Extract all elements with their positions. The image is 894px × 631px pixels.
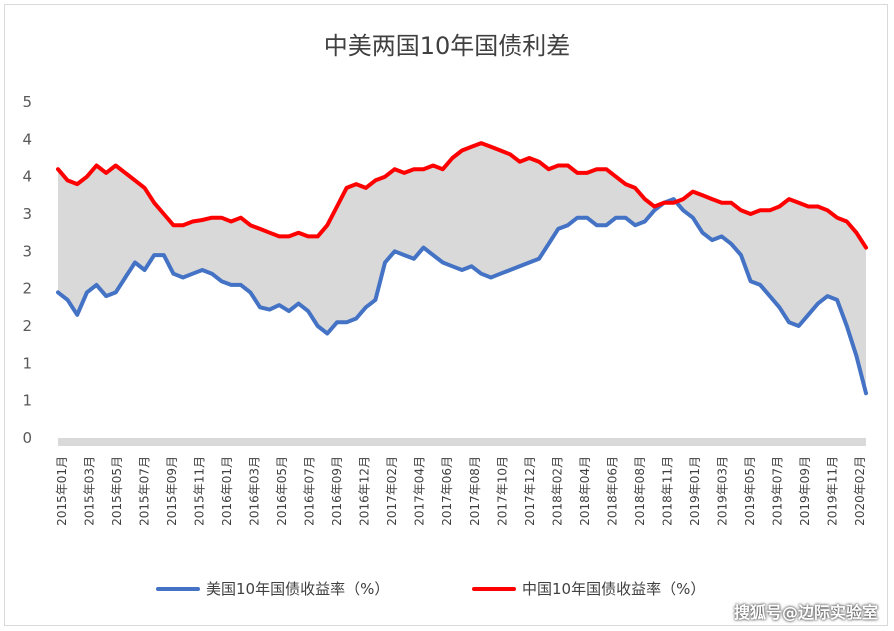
series-line-cn (56, 141, 868, 250)
x-tick-label: 2018年08月 (633, 456, 647, 526)
x-tick-label: 2015年03月 (83, 456, 97, 526)
x-tick-label: 2016年07月 (303, 456, 317, 526)
x-tick-label: 2018年02月 (550, 456, 564, 526)
y-tick-label: 4 (22, 168, 32, 186)
x-tick-label: 2017年10月 (495, 456, 509, 526)
x-tick-label: 2016年01月 (220, 456, 234, 526)
legend-swatch-us (156, 586, 200, 591)
y-tick-label: 3 (22, 205, 32, 223)
x-tick-label: 2016年09月 (330, 456, 344, 526)
x-tick-label: 2015年05月 (110, 456, 124, 526)
chart-title: 中美两国10年国债利差 (323, 32, 571, 60)
x-tick-label: 2015年11月 (193, 456, 207, 526)
y-tick-label: 2 (22, 317, 32, 335)
legend-label-us: 美国10年国债收益率（%） (206, 580, 390, 598)
x-tick-label: 2015年01月 (55, 456, 69, 526)
series-line-layer (56, 141, 868, 396)
x-tick-label: 2017年04月 (413, 456, 427, 526)
axis-layer: 0 1 1 2 2 3 3 4 4 5 2015年01月 2015年03月 2015年05月 2015年0… (22, 93, 867, 526)
x-tick-label: 2017年06月 (440, 456, 454, 526)
watermark: 搜狐号@边际实验室 (733, 603, 878, 622)
x-tick-label: 2015年07月 (138, 456, 152, 526)
x-tick-label: 2015年09月 (165, 456, 179, 526)
x-tick-label: 2019年05月 (743, 456, 757, 526)
chart-frame (4, 4, 888, 626)
y-tick-label: 1 (22, 392, 32, 410)
x-tick-label: 2016年03月 (248, 456, 262, 526)
y-tick-label: 2 (22, 280, 32, 298)
x-tick-label: 2016年05月 (275, 456, 289, 526)
x-tick-label: 2019年11月 (826, 456, 840, 526)
spread-area-layer (58, 143, 866, 446)
x-tick-label: 2020年02月 (853, 456, 867, 526)
x-tick-label: 2017年12月 (523, 456, 537, 526)
x-tick-label: 2019年01月 (688, 456, 702, 526)
y-tick-label: 3 (22, 242, 32, 260)
x-tick-label: 2018年04月 (578, 456, 592, 526)
legend-swatch-cn (472, 586, 516, 591)
y-tick-label: 4 (22, 130, 32, 148)
x-tick-label: 2018年11月 (660, 456, 674, 526)
y-tick-label: 1 (22, 354, 32, 372)
legend-item-us[interactable]: 美国10年国债收益率（%） (156, 578, 389, 599)
series-line-us (56, 197, 868, 396)
x-tick-label: 2019年09月 (798, 456, 812, 526)
legend-label-cn: 中国10年国债收益率（%） (522, 580, 706, 598)
x-axis-band (58, 438, 866, 446)
y-tick-label: 0 (22, 429, 32, 447)
x-tick-label: 2016年12月 (358, 456, 372, 526)
y-tick-label: 5 (22, 93, 32, 111)
legend-item-cn[interactable]: 中国10年国债收益率（%） (472, 578, 705, 599)
x-tick-label: 2017年02月 (385, 456, 399, 526)
x-tick-label: 2018年06月 (605, 456, 619, 526)
x-tick-label: 2019年03月 (715, 456, 729, 526)
x-tick-label: 2019年07月 (770, 456, 784, 526)
x-tick-label: 2017年08月 (468, 456, 482, 526)
